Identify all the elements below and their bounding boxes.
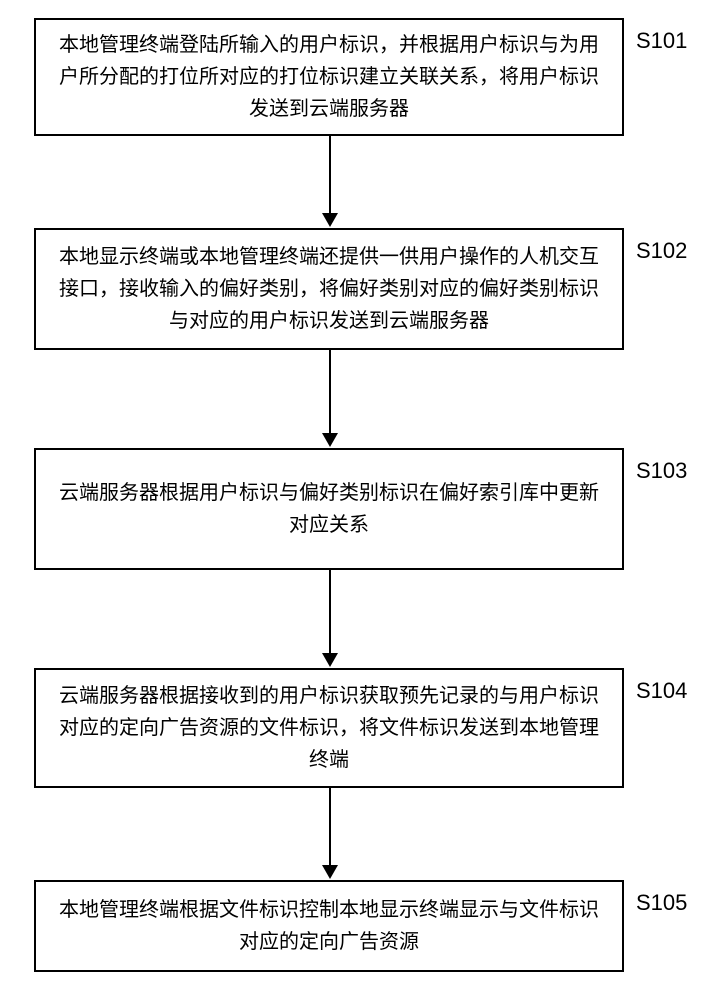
flowchart-container: 本地管理终端登陆所输入的用户标识，并根据用户标识与为用户所分配的打位所对应的打位…	[0, 0, 722, 1000]
step-text: 本地显示终端或本地管理终端还提供一供用户操作的人机交互接口，接收输入的偏好类别，…	[52, 241, 606, 337]
arrow-head-icon	[322, 433, 338, 447]
arrow-head-icon	[322, 865, 338, 879]
flowchart-step-s103: 云端服务器根据用户标识与偏好类别标识在偏好索引库中更新对应关系	[34, 448, 624, 570]
step-label-s103: S103	[636, 458, 687, 484]
arrow-line	[329, 570, 331, 654]
step-label-s102: S102	[636, 238, 687, 264]
step-label-s101: S101	[636, 28, 687, 54]
flowchart-step-s104: 云端服务器根据接收到的用户标识获取预先记录的与用户标识对应的定向广告资源的文件标…	[34, 668, 624, 788]
flowchart-arrow	[322, 350, 338, 447]
flowchart-arrow	[322, 570, 338, 667]
flowchart-step-s105: 本地管理终端根据文件标识控制本地显示终端显示与文件标识对应的定向广告资源	[34, 880, 624, 972]
arrow-line	[329, 136, 331, 214]
flowchart-arrow	[322, 788, 338, 879]
flowchart-step-s101: 本地管理终端登陆所输入的用户标识，并根据用户标识与为用户所分配的打位所对应的打位…	[34, 18, 624, 136]
step-text: 云端服务器根据用户标识与偏好类别标识在偏好索引库中更新对应关系	[52, 477, 606, 541]
arrow-head-icon	[322, 213, 338, 227]
arrow-line	[329, 350, 331, 434]
step-text: 云端服务器根据接收到的用户标识获取预先记录的与用户标识对应的定向广告资源的文件标…	[52, 680, 606, 776]
step-label-s105: S105	[636, 890, 687, 916]
step-label-s104: S104	[636, 678, 687, 704]
flowchart-step-s102: 本地显示终端或本地管理终端还提供一供用户操作的人机交互接口，接收输入的偏好类别，…	[34, 228, 624, 350]
step-text: 本地管理终端登陆所输入的用户标识，并根据用户标识与为用户所分配的打位所对应的打位…	[52, 29, 606, 125]
arrow-head-icon	[322, 653, 338, 667]
arrow-line	[329, 788, 331, 866]
flowchart-arrow	[322, 136, 338, 227]
step-text: 本地管理终端根据文件标识控制本地显示终端显示与文件标识对应的定向广告资源	[52, 894, 606, 958]
